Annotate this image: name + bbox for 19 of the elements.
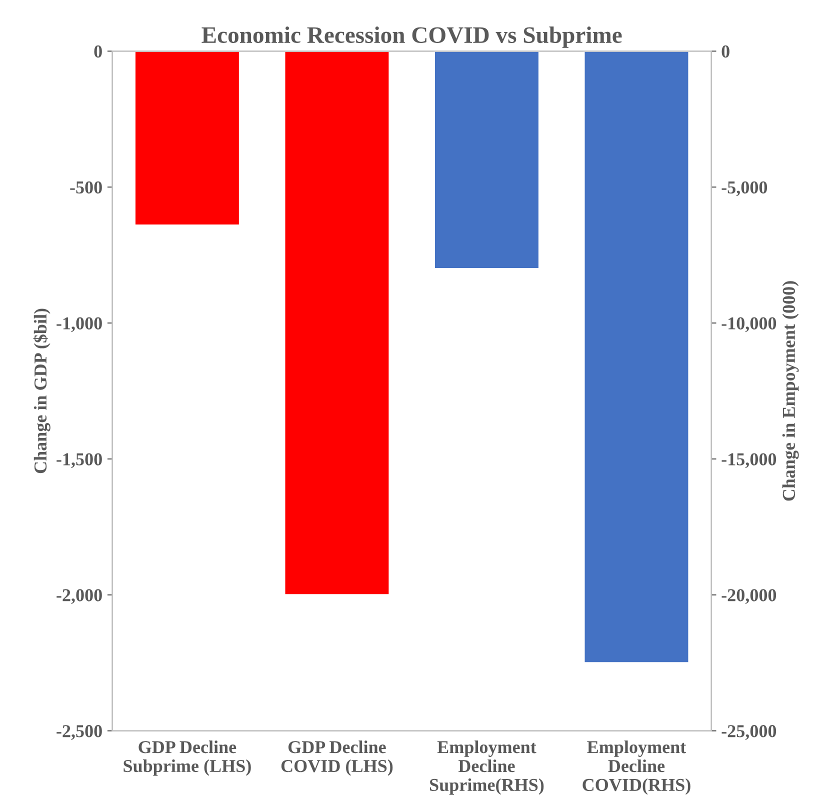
y-tick-label: -2,000 <box>56 589 102 604</box>
x-tick-label: Employment Decline COVID(RHS) <box>582 740 690 795</box>
x-tick-label: Employment Decline Suprime(RHS) <box>430 740 544 795</box>
x-tick-label: GDP Decline Subprime (LHS) <box>124 740 251 776</box>
y-axis-title: Change in GDP ($bil) <box>33 308 50 474</box>
y2-tick-label: -20,000 <box>722 589 776 604</box>
y2-tick-label: -25,000 <box>722 725 776 740</box>
y2-tick-label: -15,000 <box>722 453 776 468</box>
chart-title: Economic Recession COVID vs Subprime <box>202 26 622 48</box>
y-tick-label: -1,500 <box>56 453 102 468</box>
y-tick-label: 0 <box>94 45 102 58</box>
y-tick-label: -2,500 <box>56 725 102 740</box>
y-tick-label: -1,000 <box>56 317 102 332</box>
y2-tick-label: -10,000 <box>722 317 776 332</box>
y2-tick-label: -5,000 <box>722 181 768 196</box>
y2-tick-label: 0 <box>722 45 730 58</box>
y-tick-label: -500 <box>70 181 102 194</box>
y2-axis-title: Change in Empoyment (000) <box>782 281 799 501</box>
x-tick-label: GDP Decline COVID (LHS) <box>281 740 393 776</box>
